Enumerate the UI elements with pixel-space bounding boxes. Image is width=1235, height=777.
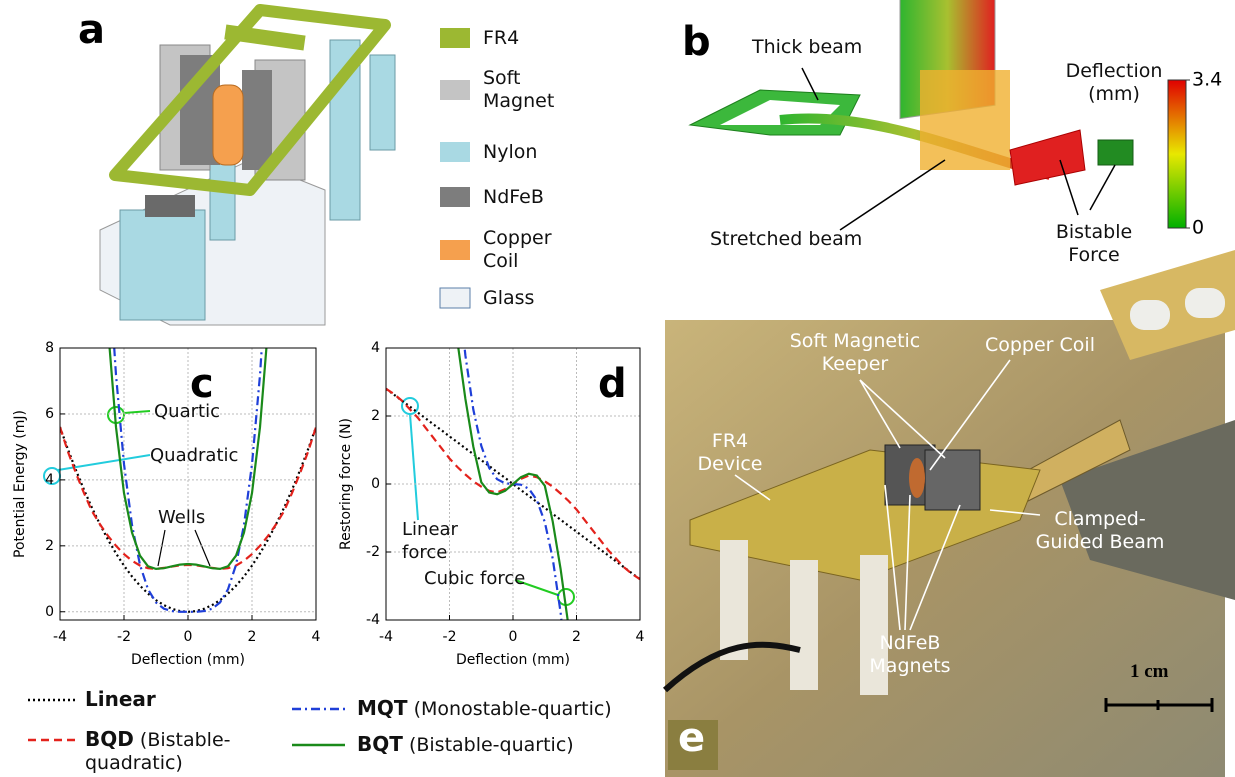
legend-label: Copper Coil (483, 227, 552, 272)
x-tick-label: -2 (443, 629, 457, 645)
y-tick-label: 2 (45, 538, 54, 554)
plot-frame (385, 347, 641, 621)
y-tick-label: 4 (371, 340, 380, 356)
x-tick-label: 0 (184, 629, 193, 645)
colorbar-tick-label: 0 (1192, 217, 1204, 239)
y-tick-label: 4 (45, 472, 54, 488)
x-tick-label: 2 (248, 629, 257, 645)
series-line (457, 348, 569, 620)
y-tick-label: -4 (366, 612, 380, 628)
annotation: Soft Magnetic Keeper (789, 330, 921, 375)
x-tick-label: -4 (53, 629, 67, 645)
panel-label: a (78, 7, 105, 53)
y-tick-label: 0 (371, 476, 380, 492)
legend-label: Soft Magnet (483, 67, 555, 112)
annotation: Stretched beam (710, 228, 863, 250)
annotation: Quadratic (150, 445, 239, 466)
annotation: Bistable Force (1055, 221, 1133, 266)
colorbar-title: Deflection (mm) (1065, 60, 1163, 105)
x-axis-label: Deflection (mm) (456, 652, 570, 668)
legend-name: Linear (85, 687, 156, 711)
y-tick-label: 6 (45, 406, 54, 422)
legend-samples (28, 698, 345, 747)
photo (662, 250, 1235, 777)
annotation: Quartic (154, 401, 220, 422)
legend-label: NdFeB (483, 185, 544, 208)
device-render (99, 4, 396, 326)
scale-label: 1 cm (1130, 661, 1169, 682)
legend-swatch (440, 142, 470, 162)
legend-swatch (440, 187, 470, 207)
annotation: FR4 Device (697, 430, 763, 475)
y-tick-label: -2 (366, 544, 380, 560)
fea-render (688, 0, 1187, 231)
plot-frame (59, 347, 317, 621)
panel-label: c (190, 361, 214, 407)
legend-swatch (439, 287, 471, 309)
x-tick-label: 4 (636, 629, 645, 645)
legend-swatch (440, 80, 470, 100)
x-tick-label: -2 (117, 629, 131, 645)
annotation: Thick beam (752, 36, 863, 58)
y-tick-label: 2 (371, 408, 380, 424)
annotation: Cubic force (424, 568, 526, 589)
legend-note: (Bistable-quartic) (408, 734, 574, 756)
y-axis-label: Restoring force (N) (338, 418, 354, 550)
colorbar-tick-label: 3.4 (1192, 69, 1222, 91)
series-line (108, 348, 268, 571)
legend-label: FR4 (483, 26, 520, 49)
legend-entry: BQT (Bistable-quartic) (357, 733, 647, 757)
x-axis-label: Deflection (mm) (131, 652, 245, 668)
annotation: Wells (158, 507, 206, 528)
legend-name: MQT (357, 696, 408, 720)
legend-note: (Monostable-quartic) (413, 698, 612, 720)
y-axis-label: Potential Energy (mJ) (12, 410, 28, 558)
panel-label: b (682, 19, 711, 65)
x-tick-label: 4 (312, 629, 321, 645)
annotation: Clamped-Guided Beam (1035, 508, 1165, 553)
y-tick-label: 0 (45, 604, 54, 620)
x-tick-label: -4 (379, 629, 393, 645)
panel-label: d (598, 361, 627, 407)
legend-entry: Linear (85, 688, 375, 712)
legend-name: BQT (357, 732, 403, 756)
legend-swatch (440, 240, 470, 260)
annotation: Linear force (402, 519, 458, 563)
legend-label: Glass (483, 286, 535, 309)
annotation: Copper Coil (984, 334, 1095, 356)
x-tick-label: 0 (509, 629, 518, 645)
chart: -4 -2 0 2 4 -4 -2 0 2 4 Deflection (mm) Restoring f… (338, 340, 645, 668)
legend-entry: MQT (Monostable-quartic) (357, 697, 647, 721)
legend-note: (Bistable-quadratic) (85, 729, 231, 774)
series-line (463, 348, 563, 620)
legend-name: BQD (85, 727, 134, 751)
panel-label: e (678, 715, 706, 761)
x-tick-label: 2 (572, 629, 581, 645)
chart: -4 -2 0 2 4 0 2 4 6 8 Deflection (mm) Potential Ene… (12, 340, 321, 668)
y-tick-label: 8 (45, 340, 54, 356)
legend-swatch (440, 28, 470, 48)
legend-entry: BQD (Bistable-quadratic) (85, 728, 260, 775)
annotation: NdFeB Magnets (869, 632, 951, 677)
legend-label: Nylon (483, 140, 538, 163)
